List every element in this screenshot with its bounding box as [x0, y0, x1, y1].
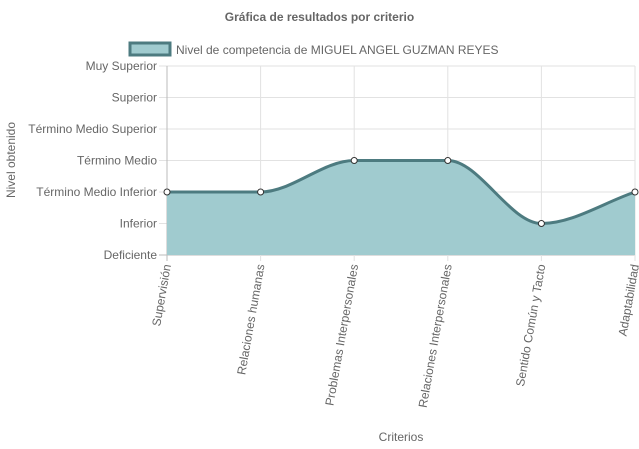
data-point[interactable] [163, 188, 171, 196]
data-point[interactable] [257, 188, 265, 196]
y-tick-label: Término Medio Inferior [36, 185, 157, 199]
y-tick-label: Deficiente [104, 248, 158, 262]
legend-label: Nivel de competencia de MIGUEL ANGEL GUZ… [176, 43, 499, 57]
x-tick-label: Adaptabilidad [616, 263, 639, 337]
y-axis-title: Nivel obtenido [4, 122, 18, 198]
y-tick-label: Término Medio [77, 154, 157, 168]
x-axis-title: Criterios [379, 430, 424, 444]
data-point[interactable] [631, 188, 639, 196]
series-area-fill [167, 160, 635, 255]
data-point[interactable] [444, 157, 452, 164]
x-axis-ticks: Supervisión Relaciones humanas Problemas I… [149, 263, 639, 409]
x-tick-label: Problemas Interpersonales [322, 263, 361, 407]
legend-swatch [128, 41, 172, 57]
y-tick-label: Término Medio Superior [28, 122, 157, 136]
x-tick-label: Relaciones Interpersonales [416, 263, 455, 409]
x-tick-label: Supervisión [149, 263, 174, 327]
legend[interactable]: Nivel de competencia de MIGUEL ANGEL GUZ… [128, 41, 499, 57]
y-tick-label: Superior [112, 91, 157, 105]
x-tick-label: Relaciones humanas [234, 263, 267, 376]
data-point[interactable] [350, 157, 358, 164]
data-points [163, 157, 639, 227]
y-axis-ticks: Deficiente Inferior Término Medio Inferior… [28, 59, 157, 262]
y-tick-label: Inferior [120, 217, 157, 231]
chart-title: Gráfica de resultados por criterio [225, 10, 414, 24]
data-point[interactable] [537, 220, 545, 227]
y-tick-label: Muy Superior [86, 59, 157, 73]
series-area [166, 158, 636, 255]
x-tick-label: Sentido Común y Tacto [513, 263, 548, 388]
